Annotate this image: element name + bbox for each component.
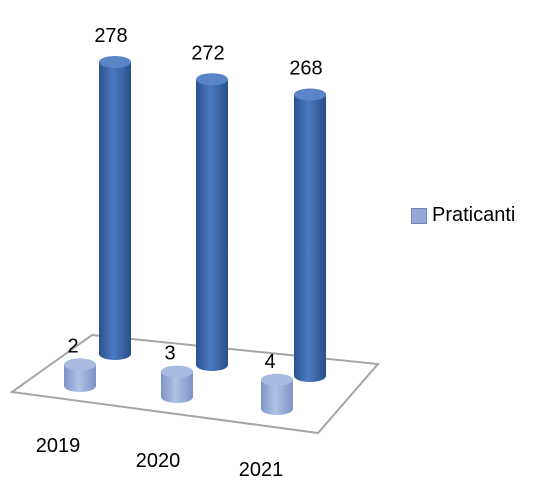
data-label-tall-2019: 278: [94, 25, 127, 47]
bar-short-2020-top: [161, 365, 193, 378]
bar-tall-2020-top: [196, 73, 228, 86]
data-label-tall-2021: 268: [289, 58, 322, 80]
bar-tall-2021: [294, 88, 326, 382]
bar-tall-2019-body: [99, 62, 131, 360]
bar-tall-2020-body: [196, 79, 228, 371]
floor-plane: [9, 333, 381, 435]
tick-label-2021: 2021: [239, 459, 284, 480]
legend-label: Praticanti: [432, 204, 516, 226]
legend: Praticanti: [411, 204, 515, 227]
bar-tall-2019: [99, 56, 131, 360]
data-label-short-2019: 2: [67, 335, 78, 357]
tick-label-2020: 2020: [136, 450, 181, 472]
data-label-short-2021: 4: [264, 351, 275, 373]
bar-tall-2021-top: [294, 88, 326, 101]
bar-short-2021-body: [261, 379, 293, 415]
bar-short-2019-top: [64, 358, 96, 371]
legend-swatch: [411, 207, 427, 224]
data-label-tall-2020: 272: [191, 42, 224, 64]
bar-tall-2021-body: [294, 94, 326, 382]
tick-label-2019: 2019: [36, 435, 81, 457]
bar-short-2019: [64, 358, 96, 392]
bar-short-2020-body: [161, 371, 193, 403]
bar-short-2021-top: [261, 373, 293, 386]
bar-short-2021: [261, 373, 293, 415]
bar-tall-2019-top: [99, 56, 131, 68]
bar-short-2020: [161, 365, 193, 403]
bar-tall-2020: [196, 73, 228, 371]
bar-short-2019-body: [64, 364, 96, 392]
data-label-short-2020: 3: [164, 343, 175, 365]
